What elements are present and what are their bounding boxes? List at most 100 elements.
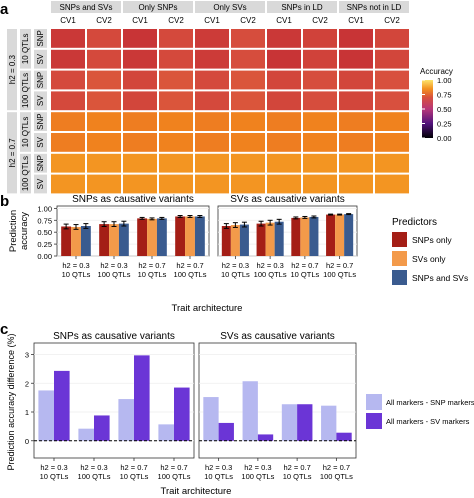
heatmap-cell [267,70,301,90]
column-label: CV1 [60,16,76,25]
heatmap-cell [303,153,337,173]
y-tick-label: 0 [25,437,29,446]
heatmap-cell [231,49,265,69]
bar [239,224,249,256]
heatmap-cell [303,112,337,131]
facet-strip-label: Only SNPs [138,3,177,12]
bar [326,214,336,256]
bar [274,221,284,256]
heatmap-cell [339,29,373,48]
heatmap-cell [123,174,157,194]
bar [281,404,298,441]
x-tick-label: 10 QTLs [290,270,319,279]
bar [256,223,266,256]
row-strip [34,70,47,90]
heatmap-cell [339,133,373,152]
heatmap-cell [231,153,265,173]
y-tick-label: 0.50 [37,228,52,237]
heatmap-cell [195,29,229,48]
x-tick-label: 10 QTLs [138,270,167,279]
row-strip [20,112,31,152]
y-axis-label: accuracy [19,212,30,250]
heatmap-cell [159,153,193,173]
heatmap-cell [231,133,265,152]
heatmap-cell [267,49,301,69]
heatmap-cell [123,49,157,69]
qtl-label: 100 QTLs [21,156,30,191]
row-strip [34,49,47,69]
bar [265,222,275,256]
facet-title: SVs as causative variants [230,194,345,205]
x-tick-label: h2 = 0.3 [222,261,249,270]
x-tick-label: h2 = 0.7 [138,261,165,270]
bar [230,225,240,256]
column-label: CV2 [384,16,400,25]
legend-label: SNPs and SVs [412,273,468,283]
qtl-label: 10 QTLs [21,33,30,64]
x-tick-label: 100 QTLs [254,270,287,279]
heatmap-cell [339,174,373,194]
bar [185,216,195,256]
heatmap-cell [303,29,337,48]
bar [99,224,110,256]
bar [71,226,81,256]
column-label: CV1 [132,16,148,25]
row-strip [20,70,31,111]
heatmap-cell [339,112,373,131]
heatmap-cell [51,112,85,131]
heatmap-cell [159,133,193,152]
column-label: CV1 [204,16,220,25]
bar [300,217,310,256]
row-strip [34,91,47,111]
x-tick-label: h2 = 0.7 [291,261,318,270]
y-axis-label: Prediction [8,210,19,252]
x-tick-label: 10 QTLs [120,472,149,481]
heatmap-cell [303,70,337,90]
x-tick-label: 10 QTLs [62,270,91,279]
heatmap-cell [231,174,265,194]
cv-label: SNP [36,155,45,171]
panel-label-c: c [0,321,8,338]
x-tick-label: h2 = 0.7 [326,261,353,270]
column-label: CV2 [240,16,256,25]
facet-strip [195,1,265,13]
bar [174,387,190,441]
facet-title: SNPs as causative variants [53,331,175,342]
heatmap-cell [159,70,193,90]
bar [38,390,54,441]
facet-strip-label: SNPs in LD [281,3,323,12]
heatmap-panel: SNPs and SVs CV1 CV2 Only SNPs CV1 CV2 Only SV… [7,1,453,194]
legend-tick-label: 1.00 [437,76,452,85]
bar [218,422,234,441]
cv-label: SNP [36,113,45,129]
heatmap-cell [267,91,301,111]
x-tick-label: h2 = 0.7 [283,463,310,472]
legend-tick-label: 0.50 [437,105,452,114]
heatmap-cell [195,174,229,194]
y-tick-label: 0.00 [37,252,52,261]
heatmap-cell [375,153,409,173]
heatmap-cell [195,112,229,131]
heatmap-cell [51,174,85,194]
y-tick-label: 3 [25,351,29,360]
heatmap-cell [159,91,193,111]
bar [344,214,354,256]
y-tick-label: 2 [25,379,29,388]
bar [109,224,119,256]
bar [291,217,301,256]
row-strip [20,153,31,194]
qtl-label: 100 QTLs [21,73,30,108]
heatmap-cell [267,29,301,48]
x-tick-label: 100 QTLs [241,472,274,481]
y-tick-label: 1 [25,408,29,417]
x-tick-label: 100 QTLs [174,270,207,279]
x-tick-label: h2 = 0.3 [256,261,283,270]
heatmap-cell [51,29,85,48]
y-tick-label: 0.75 [37,216,52,225]
bar [78,428,94,441]
column-label: CV1 [276,16,292,25]
heatmap-cell [303,49,337,69]
heatmap-cell [375,112,409,131]
column-label: CV2 [312,16,328,25]
x-tick-label: 100 QTLs [323,270,356,279]
